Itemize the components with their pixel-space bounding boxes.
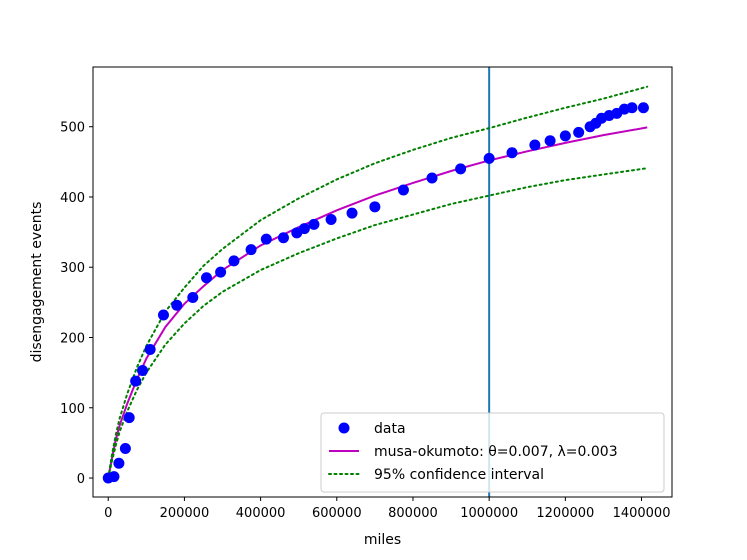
data-point xyxy=(260,233,272,245)
x-tick-label: 400000 xyxy=(236,506,286,521)
plot-frame xyxy=(92,66,673,498)
data-point xyxy=(119,443,131,455)
legend: data musa-okumoto: θ=0.007, λ=0.003 95% co… xyxy=(320,412,665,493)
data-point xyxy=(157,309,169,321)
y-tick-label: 200 xyxy=(60,332,85,347)
legend-label: 95% confidence interval xyxy=(374,467,544,483)
x-axis-label: miles xyxy=(364,532,401,548)
y-tick-label: 400 xyxy=(60,191,85,206)
data-point xyxy=(144,343,156,355)
x-tick-label: 1400000 xyxy=(613,506,671,521)
data-point xyxy=(573,126,585,138)
confidence-interval-line-3 xyxy=(107,167,649,480)
legend-marker xyxy=(338,422,350,434)
x-tick-label: 600000 xyxy=(312,506,362,521)
data-point xyxy=(123,412,135,424)
confidence-interval-line-2 xyxy=(107,85,649,480)
x-axis: 0 200000 400000 600000 800000 1000000 1200000 1… xyxy=(104,497,670,521)
y-tick-label: 500 xyxy=(60,121,85,136)
data-point xyxy=(544,135,556,147)
data-point xyxy=(369,201,381,213)
data-point xyxy=(529,139,541,151)
data-point xyxy=(346,207,358,219)
data-point xyxy=(137,365,149,377)
data-point xyxy=(201,272,213,284)
legend-entries: data musa-okumoto: θ=0.007, λ=0.003 95% co… xyxy=(328,421,618,483)
data-point xyxy=(506,147,518,159)
data-point xyxy=(455,163,467,175)
data-point xyxy=(308,218,320,230)
data-point xyxy=(277,232,289,244)
data-point xyxy=(187,291,199,303)
y-axis-label: disengagement events xyxy=(29,202,45,363)
legend-label: data xyxy=(374,421,406,437)
data-point xyxy=(108,471,120,483)
data-point xyxy=(215,266,227,278)
y-tick-label: 0 xyxy=(77,472,85,487)
legend-box xyxy=(320,412,665,493)
y-tick-label: 100 xyxy=(60,402,85,417)
data-point xyxy=(298,223,310,235)
data-point xyxy=(228,255,240,267)
data-point xyxy=(397,184,409,196)
data-point xyxy=(637,102,649,114)
data-point xyxy=(245,244,257,256)
legend-label: musa-okumoto: θ=0.007, λ=0.003 xyxy=(374,444,618,460)
y-axis: 0 100 200 300 400 500 xyxy=(60,121,93,487)
data-point xyxy=(559,130,571,142)
series-layer xyxy=(102,85,649,484)
data-point xyxy=(130,375,142,387)
y-tick-label: 300 xyxy=(60,261,85,276)
x-tick-label: 800000 xyxy=(388,506,438,521)
data-point xyxy=(171,299,183,311)
x-tick-label: 1000000 xyxy=(460,506,518,521)
data-point xyxy=(113,457,125,469)
x-tick-label: 1200000 xyxy=(536,506,594,521)
x-tick-label: 200000 xyxy=(160,506,210,521)
x-tick-label: 0 xyxy=(104,506,112,521)
data-point xyxy=(426,172,438,184)
data-point xyxy=(325,213,337,225)
data-point xyxy=(483,152,495,164)
data-point xyxy=(626,102,638,114)
